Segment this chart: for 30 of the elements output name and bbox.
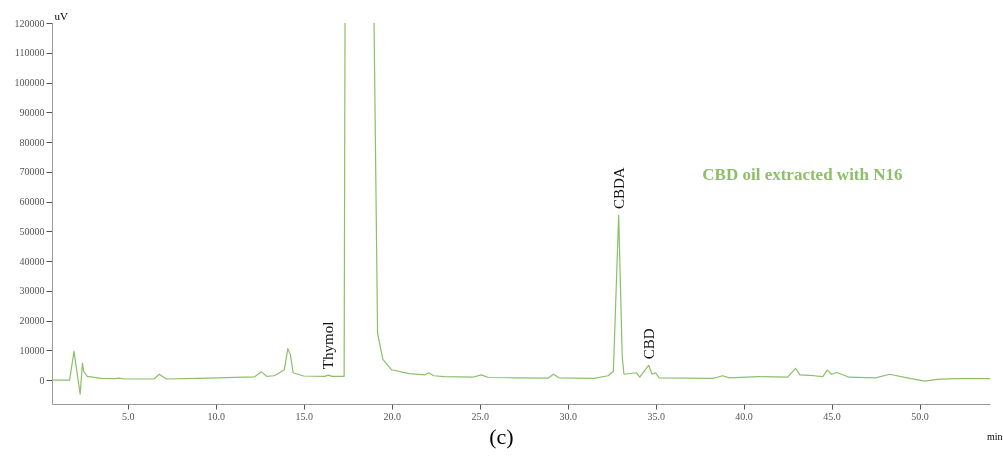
text: (c) bbox=[489, 424, 514, 449]
y-tick-label: 80000 bbox=[19, 136, 45, 148]
x-tick-label: 45.0 bbox=[823, 410, 841, 422]
y-tick-label: 60000 bbox=[19, 196, 45, 208]
x-tick-label: 25.0 bbox=[471, 410, 489, 422]
y-tick-label: 50000 bbox=[19, 225, 45, 237]
x-tick-label: 35.0 bbox=[647, 410, 665, 422]
y-tick-label: 90000 bbox=[19, 106, 45, 118]
y-tick-label: 70000 bbox=[19, 166, 45, 178]
annotation: Thymol bbox=[320, 321, 337, 370]
text: CBD oil extracted with N16 bbox=[702, 165, 903, 185]
y-axis-title: uV bbox=[54, 9, 68, 22]
annotation: CBDA bbox=[610, 167, 627, 209]
y-tick-label: 40000 bbox=[19, 255, 45, 267]
x-tick-label: 15.0 bbox=[295, 410, 313, 422]
y-tick-label: 0 bbox=[39, 374, 45, 386]
x-tick-label: 5.0 bbox=[121, 410, 135, 422]
x-axis-title: min bbox=[986, 430, 1003, 442]
y-tick-label: 100000 bbox=[14, 77, 45, 89]
x-tick-label: 10.0 bbox=[207, 410, 225, 422]
y-tick-label: 30000 bbox=[19, 285, 45, 297]
annotation: CBD bbox=[640, 328, 657, 360]
y-tick-label: 10000 bbox=[19, 344, 45, 356]
y-tick-label: 20000 bbox=[19, 315, 45, 327]
y-tick-label: 110000 bbox=[14, 47, 45, 59]
y-tick-label: 120000 bbox=[14, 17, 45, 29]
x-tick-label: 20.0 bbox=[383, 410, 401, 422]
x-tick-label: 50.0 bbox=[911, 410, 929, 422]
x-tick-label: 30.0 bbox=[559, 410, 577, 422]
x-tick-label: 40.0 bbox=[735, 410, 753, 422]
